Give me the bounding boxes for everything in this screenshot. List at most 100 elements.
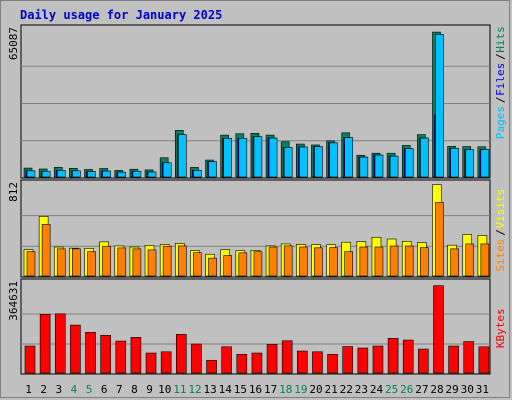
kbytes-bar <box>145 352 157 374</box>
sites-bar <box>435 202 444 277</box>
sites-bar <box>268 246 278 277</box>
sites-bar <box>329 247 338 277</box>
kbytes-bar <box>236 353 248 374</box>
pages-bar <box>314 146 323 178</box>
sites-bar <box>102 245 111 277</box>
sites-bar <box>41 224 51 277</box>
pages-bar <box>389 155 399 178</box>
kbytes-bar <box>221 346 232 374</box>
kbytes-bar <box>54 313 66 374</box>
y-max-label: 65087 <box>7 27 20 60</box>
x-tick-label: 5 <box>86 383 93 396</box>
x-tick-label: 7 <box>116 383 123 396</box>
pages-bar <box>238 138 248 178</box>
x-tick-label: 23 <box>355 383 368 396</box>
kbytes-bar <box>402 339 414 374</box>
kbytes-bar <box>433 285 444 374</box>
kbytes-bar <box>206 359 217 374</box>
kbytes-bar <box>312 351 323 374</box>
kbytes-bar <box>175 334 187 374</box>
chart-title: Daily usage for January 2025 <box>20 8 223 22</box>
x-tick-label: 12 <box>188 383 201 396</box>
kbytes-bar <box>70 324 81 374</box>
kbytes-bar <box>448 345 459 374</box>
pages-bar <box>329 142 338 178</box>
x-tick-label: 26 <box>400 383 413 396</box>
pages-bar <box>344 137 354 178</box>
x-tick-label: 22 <box>340 383 353 396</box>
pages-bar <box>420 137 429 178</box>
sites-bar <box>87 251 96 277</box>
pages-bar <box>41 170 51 178</box>
x-tick-label: 21 <box>325 383 338 396</box>
sites-bar <box>299 246 308 277</box>
pages-bar <box>299 146 308 178</box>
y-max-label: 812 <box>7 182 20 202</box>
x-tick-label: 24 <box>370 383 384 396</box>
kbytes-bar <box>342 346 354 374</box>
x-tick-label: 15 <box>234 383 247 396</box>
pages-bar <box>480 149 490 178</box>
kbytes-bar <box>297 350 308 374</box>
sites-bar <box>223 255 232 277</box>
x-tick-label: 25 <box>385 383 398 396</box>
sites-bar <box>389 245 399 277</box>
kbytes-bar <box>281 340 293 374</box>
pages-bar <box>404 148 414 178</box>
sites-bar <box>420 247 429 277</box>
legend-label: / <box>494 96 507 103</box>
x-tick-label: 20 <box>309 383 322 396</box>
pages-bar <box>450 148 459 178</box>
kbytes-bar <box>24 345 36 374</box>
pages-bar <box>374 154 384 178</box>
sites-bar <box>147 249 157 277</box>
legend-label: / <box>494 229 507 236</box>
legend-label: Files <box>494 63 507 96</box>
legend-label: Pages <box>494 106 507 139</box>
pages-bar <box>223 138 232 178</box>
pages-bar <box>208 161 217 178</box>
kbytes-bar <box>372 345 384 374</box>
kbytes-bar <box>357 347 369 374</box>
sites-bar <box>162 245 172 277</box>
x-tick-label: 3 <box>56 383 63 396</box>
pages-bar <box>72 170 81 178</box>
pages-bar <box>102 170 111 178</box>
kbytes-bar <box>115 340 127 374</box>
x-tick-label: 28 <box>430 383 443 396</box>
pages-bar <box>162 162 172 178</box>
kbytes-bar <box>327 353 338 374</box>
sites-bar <box>253 251 263 277</box>
legend-label: Sites <box>494 239 507 272</box>
sites-bar <box>238 252 248 277</box>
legend-label: / <box>494 53 507 60</box>
sites-bar <box>404 245 414 277</box>
kbytes-bar <box>191 343 202 374</box>
pages-bar <box>87 171 96 178</box>
kbytes-bar <box>463 341 475 374</box>
kbytes-bar <box>387 338 399 374</box>
sites-bar <box>132 248 142 277</box>
pages-bar <box>132 170 142 178</box>
sites-bar <box>359 246 369 277</box>
pages-bar <box>177 134 187 178</box>
legend-label: Visits <box>494 189 507 229</box>
legend-label: KBytes <box>494 308 507 348</box>
sites-bar <box>450 248 459 277</box>
sites-bar <box>72 248 81 277</box>
pages-bar <box>268 137 278 178</box>
x-tick-label: 2 <box>40 383 47 396</box>
pages-bar <box>117 171 127 178</box>
kbytes-bar <box>160 351 172 374</box>
sites-bar <box>314 247 323 277</box>
legend-label: Hits <box>494 26 507 53</box>
sites-bar <box>374 246 384 277</box>
sites-bar <box>193 252 202 277</box>
x-tick-label: 4 <box>71 383 78 396</box>
kbytes-bar <box>478 346 490 374</box>
x-tick-label: 14 <box>219 383 233 396</box>
sites-bar <box>177 245 187 277</box>
kbytes-bar <box>418 348 429 374</box>
x-tick-label: 9 <box>146 383 153 396</box>
